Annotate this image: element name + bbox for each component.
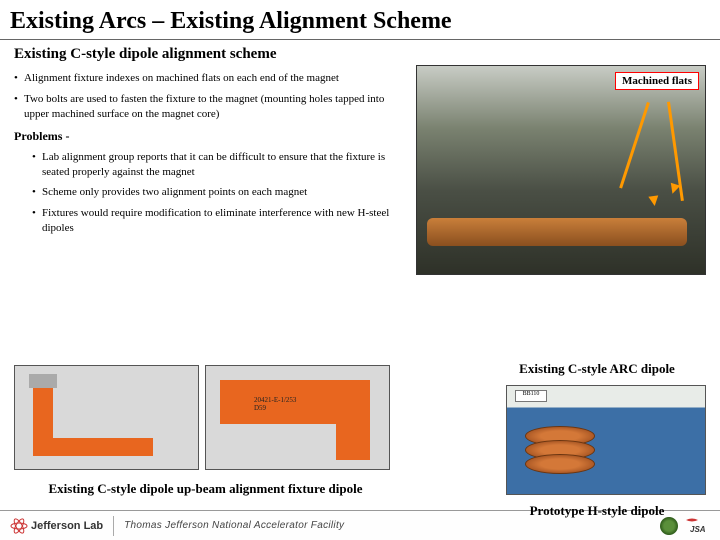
bullet-item: Two bolts are used to fasten the fixture…: [14, 92, 394, 122]
jsa-logo-icon: JSA: [684, 517, 710, 535]
callout-label: Machined flats: [615, 72, 699, 90]
fixture-photo: [14, 365, 199, 470]
arrowhead-icon: [648, 195, 659, 206]
problems-heading: Problems -: [14, 128, 394, 144]
label-tag: BB110: [515, 390, 547, 402]
fixture-photo: 20421-E-1/253D59: [205, 365, 390, 470]
problems-list: Lab alignment group reports that it can …: [14, 150, 394, 236]
bullet-item: Fixtures would require modification to e…: [32, 206, 394, 236]
caption-fixture: Existing C-style dipole up-beam alignmen…: [28, 481, 383, 497]
bullet-item: Alignment fixture indexes on machined fl…: [14, 71, 394, 86]
atom-icon: [10, 517, 28, 535]
jlab-text: Jefferson Lab: [31, 520, 103, 532]
caption-proto: Prototype H-style dipole: [492, 503, 702, 519]
slide: Existing Arcs – Existing Alignment Schem…: [0, 0, 720, 540]
fixture-photo-row: 20421-E-1/253D59: [14, 365, 390, 470]
doe-badge-icon: [660, 517, 678, 535]
arrow-icon: [619, 102, 650, 189]
footer-badges: JSA: [660, 517, 710, 535]
slide-title: Existing Arcs – Existing Alignment Schem…: [0, 0, 720, 40]
fixture-label: 20421-E-1/253D59: [254, 396, 296, 412]
bullet-item: Scheme only provides two alignment point…: [32, 185, 394, 200]
arc-dipole-photo: BB110: [506, 385, 706, 495]
caption-arc: Existing C-style ARC dipole: [492, 361, 702, 377]
content-area: Alignment fixture indexes on machined fl…: [0, 65, 720, 510]
bullet-item: Lab alignment group reports that it can …: [32, 150, 394, 180]
arrowhead-icon: [668, 183, 681, 196]
jlab-logo: Jefferson Lab: [10, 517, 103, 535]
left-column: Alignment fixture indexes on machined fl…: [14, 71, 394, 236]
coil-graphic: [525, 426, 605, 486]
footer-text: Thomas Jefferson National Accelerator Fa…: [124, 520, 650, 531]
magnet-beam-graphic: [427, 218, 687, 246]
svg-text:JSA: JSA: [690, 525, 706, 534]
separator: [113, 516, 114, 536]
slide-subtitle: Existing C-style dipole alignment scheme: [0, 40, 720, 65]
main-photo: Machined flats: [416, 65, 706, 275]
